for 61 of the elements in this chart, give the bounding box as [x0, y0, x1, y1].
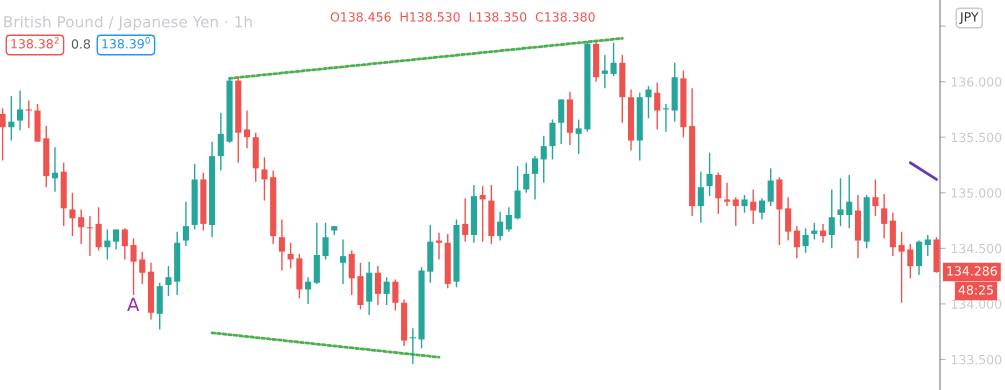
- candlestick: [523, 162, 530, 194]
- candlestick: [654, 82, 661, 131]
- annotation: 138.39$^{0}$: [102, 37, 150, 49]
- candlestick: [732, 196, 739, 227]
- candlestick: [139, 250, 146, 285]
- candlestick: [121, 227, 128, 261]
- annotation: A: [127, 297, 140, 311]
- candlestick: [130, 237, 137, 296]
- candlestick: [322, 222, 329, 261]
- annotation: O138.456 H138.530 L138.350 C138.380: [330, 12, 595, 22]
- candlestick: [601, 54, 608, 90]
- candlestick: [828, 188, 835, 250]
- candlestick: [113, 228, 120, 251]
- candlestick: [575, 118, 582, 155]
- candlestick: [750, 188, 757, 225]
- candlestick: [383, 276, 390, 306]
- candlestick: [846, 174, 853, 230]
- candlestick: [0, 107, 6, 162]
- text: 134.286: [947, 266, 997, 276]
- candlestick: [872, 178, 879, 217]
- annotation: 0.8: [71, 39, 91, 49]
- candlestick: [645, 85, 652, 120]
- candlestick: [785, 196, 792, 242]
- candlestick: [505, 206, 512, 233]
- candlestick: [374, 265, 381, 306]
- annotation: 138.38$^{2}$: [11, 37, 59, 49]
- candlestick: [243, 109, 251, 150]
- candlestick: [881, 193, 888, 240]
- candlestick: [278, 218, 285, 272]
- text: 48:25: [958, 285, 993, 295]
- candlestick: [165, 265, 172, 297]
- candlestick: [793, 225, 800, 260]
- candlestick: [697, 170, 704, 224]
- candlestick: [25, 99, 32, 130]
- candlestick: [558, 98, 565, 145]
- candlestick: [531, 155, 539, 201]
- candlestick: [17, 89, 24, 132]
- candlestick: [715, 172, 722, 215]
- candlestick: [837, 177, 844, 227]
- candlestick: [898, 230, 905, 304]
- candlestick: [924, 234, 931, 257]
- text: JPY: [959, 12, 979, 24]
- candlestick: [706, 152, 713, 197]
- candlestick: [182, 200, 189, 247]
- candlestick: [758, 197, 765, 221]
- candlestick: [392, 278, 399, 312]
- candlestick: [907, 243, 914, 280]
- candlestick: [217, 112, 224, 172]
- candlestick: [549, 118, 556, 161]
- candlestick: [95, 206, 102, 252]
- candlestick: [610, 42, 617, 77]
- candlestick: [339, 238, 347, 285]
- candlestick: [802, 227, 809, 254]
- candlestick: [462, 197, 469, 243]
- candlestick: [78, 208, 85, 245]
- candlestick: [723, 182, 731, 207]
- candlestick: [261, 156, 268, 202]
- candlestick: [69, 192, 76, 237]
- candlestick: [497, 210, 504, 242]
- candlestick: [540, 135, 547, 184]
- candlestick: [767, 167, 774, 207]
